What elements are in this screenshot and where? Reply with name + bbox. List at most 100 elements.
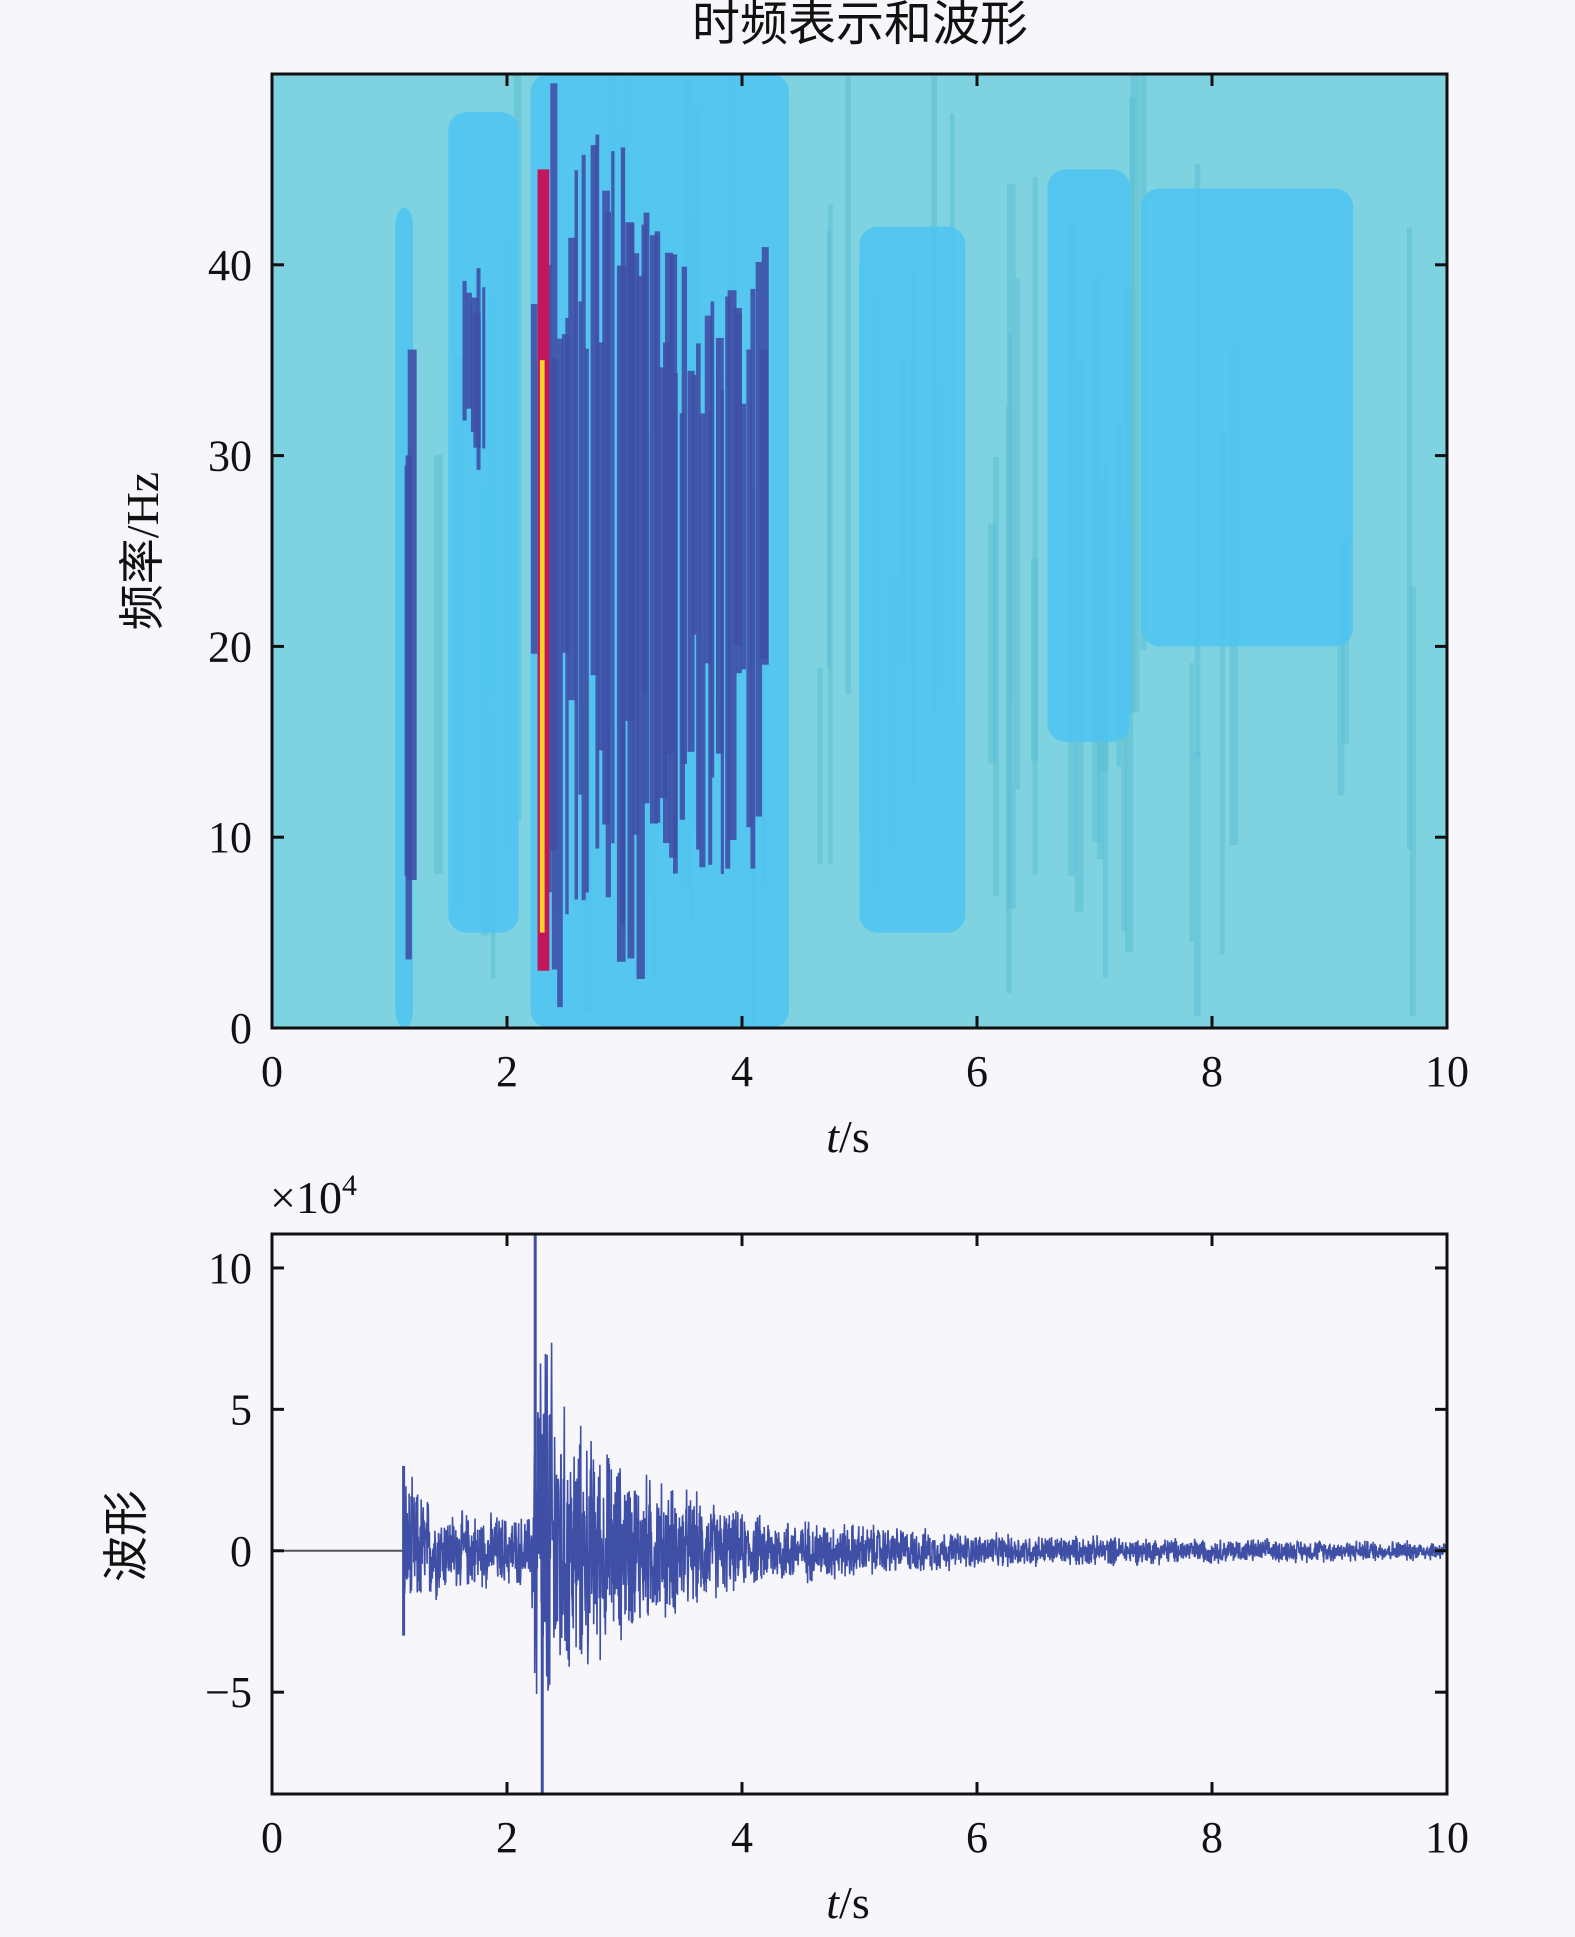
heatmap-cell [632,253,640,835]
heatmap-cell [710,301,715,778]
heatmap-cell [817,667,823,864]
heatmap-cell [1406,227,1413,850]
waveform-line [402,1342,1447,1727]
heatmap-cell [1337,596,1345,796]
waveform-ylabel: 波形 [101,1490,152,1582]
waveform-xlabel: t/s [826,1877,869,1928]
heatmap-cell [750,288,756,869]
heatmap-xlabel-unit: /s [839,1111,870,1162]
heatmap-cell [448,112,519,933]
heatmap-cell [649,235,658,824]
heatmap-cell [636,276,645,979]
waveform-ytick-label: 10 [208,1244,252,1293]
heatmap-cell [687,370,695,752]
heatmap-xtick-label: 6 [966,1047,988,1096]
heatmap-xlabel-var: t [826,1111,840,1162]
heatmap-cell [565,317,569,915]
heatmap-cell [1219,431,1225,955]
waveform-xtick-label: 6 [966,1813,988,1862]
waveform-frame [270,1232,1449,1796]
heatmap-cell [482,287,486,449]
heatmap-frame [270,72,1449,1030]
waveform-ticks: 0 2 4 6 8 10 −5 0 5 10 [205,1234,1469,1862]
heatmap-cell [551,358,558,970]
heatmap-ytick-label: 10 [208,813,252,862]
waveform-xlabel-unit: /s [839,1877,870,1928]
heatmap-cell [466,292,472,409]
heatmap-cell [581,154,586,901]
heatmap-cell [611,151,615,844]
heatmap-ylabel: 频率/Hz [117,472,168,630]
heatmap-cell [643,212,650,804]
heatmap-xtick-label: 10 [1425,1047,1469,1096]
heatmap-ytick-label: 20 [208,622,252,671]
heatmap-cell [708,409,713,865]
heatmap-cell [568,237,577,701]
heatmap-cell [736,313,742,674]
heatmap-cell [727,290,737,840]
heatmap-cell [845,74,852,695]
heatmap-cell [761,247,769,665]
heatmap-xtick-label: 4 [731,1047,753,1096]
waveform-xtick-label: 10 [1425,1813,1469,1862]
heatmap-cell [859,226,966,933]
heatmap-xlabel: t/s [826,1111,869,1162]
heatmap-cell [557,338,563,1008]
waveform-multiplier-exp: 4 [342,1169,357,1202]
heatmap-cell [476,268,481,470]
heatmap-cell [605,211,612,898]
heatmap-cell [539,360,545,933]
heatmap-cell [746,349,753,828]
heatmap-cell [1015,277,1020,790]
waveform-ytick-label: 0 [230,1527,252,1576]
heatmap-cell [992,456,1000,897]
heatmap-cell [407,349,417,881]
heatmap-cell [1141,188,1353,647]
heatmap-cell [1130,74,1140,713]
waveform-multiplier-base: ×10 [270,1172,342,1223]
waveform-xtick-label: 8 [1201,1813,1223,1862]
heatmap-cell [673,373,678,874]
waveform-area [272,1234,1447,1794]
heatmap-cell [434,454,443,875]
heatmap-cell [1189,662,1195,942]
waveform-ytick-label: 5 [230,1385,252,1434]
heatmap-cell [741,403,747,670]
heatmap-cell [699,413,706,868]
heatmap-cell [691,374,697,635]
heatmap-cell [658,367,668,799]
heatmap-cell [681,266,688,764]
waveform-xtick-label: 2 [496,1813,518,1862]
heatmap-xtick-label: 0 [261,1047,283,1096]
heatmap-cell [585,348,589,893]
heatmap-xtick-label: 2 [496,1047,518,1096]
heatmap-cell [1047,169,1130,742]
heatmap-title: 时频表示和波形 [692,0,1028,51]
heatmap-cell [696,343,701,850]
waveform-xtick-label: 4 [731,1813,753,1862]
heatmap-cell [1032,177,1038,875]
waveform-xlabel-var: t [826,1877,840,1928]
heatmap-cell [1007,183,1016,909]
heatmap-cell [826,230,831,668]
heatmap-cell [590,145,598,676]
heatmap-cell [530,304,538,654]
heatmap-cell [715,337,724,754]
waveform-xtick-label: 0 [261,1813,283,1862]
heatmap-ytick-label: 40 [208,241,252,290]
heatmap-cell [664,252,674,754]
heatmap-cell [755,261,763,817]
heatmap-cell [720,390,724,874]
waveform-multiplier: ×104 [270,1169,357,1223]
heatmap-cell [1194,751,1201,1017]
heatmap-cell [654,231,661,823]
heatmap-xtick-label: 8 [1201,1047,1223,1096]
waveform-ytick-label: −5 [205,1668,252,1717]
heatmap-cell [597,342,605,751]
heatmap-cell [627,223,635,959]
heatmap-cell [574,170,579,900]
heatmap-cell [620,147,626,925]
heatmap-ticks: 0 2 4 6 8 10 0 10 20 30 40 [208,74,1469,1096]
heatmap-cell [987,523,997,764]
